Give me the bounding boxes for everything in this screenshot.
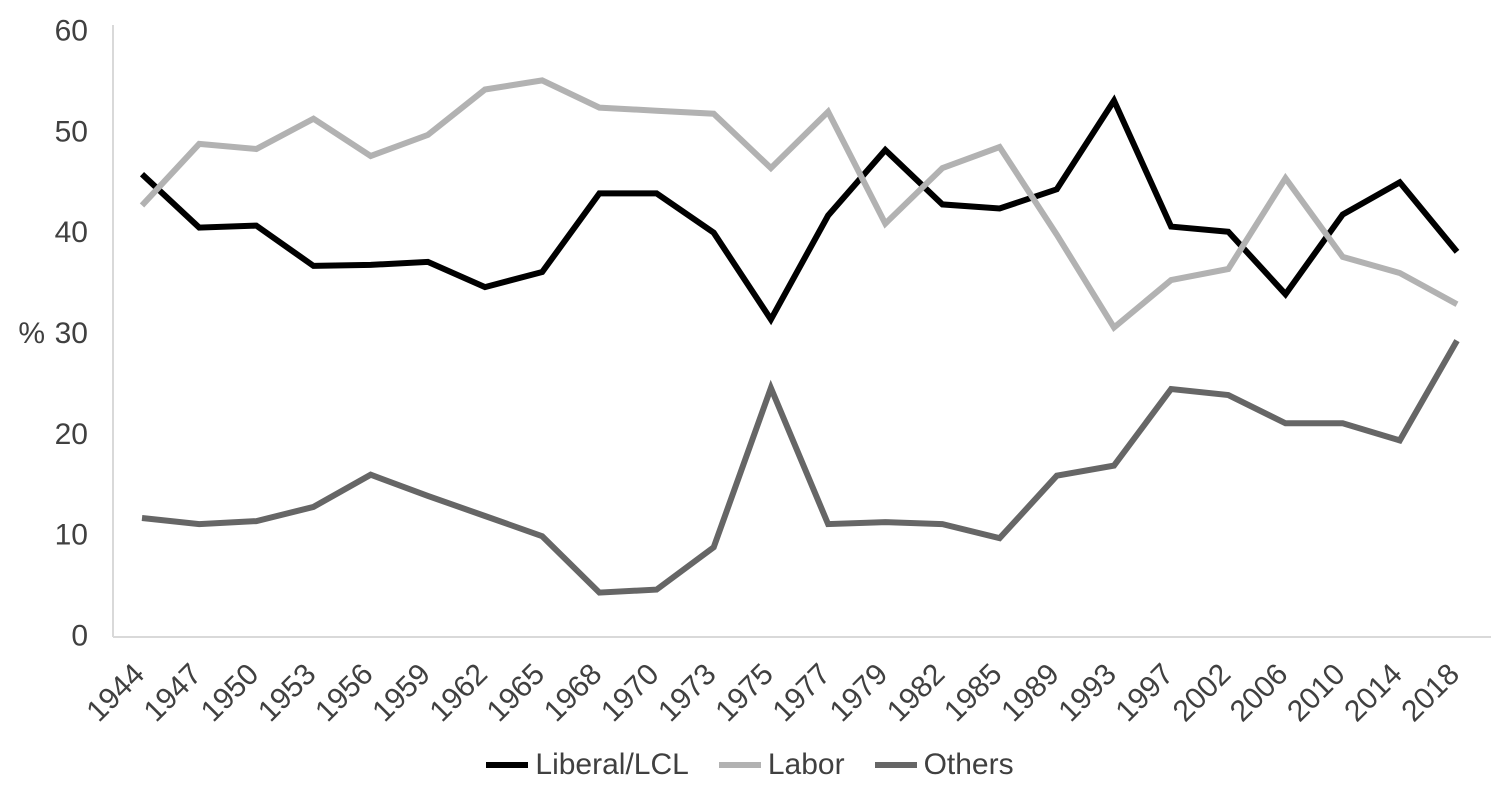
legend: Liberal/LCL Labor Others xyxy=(0,748,1500,781)
x-axis-tick-label: 2006 xyxy=(1224,658,1295,729)
y-axis-tick-label: 30 xyxy=(55,317,88,350)
x-axis-tick-label: 1975 xyxy=(709,658,780,729)
legend-label: Liberal/LCL xyxy=(535,748,689,781)
legend-item-others: Others xyxy=(874,748,1014,781)
legend-swatch-icon xyxy=(874,761,917,768)
legend-item-liberal-lcl: Liberal/LCL xyxy=(486,748,689,781)
series-line-others xyxy=(141,339,1460,596)
x-axis-tick-label: 1973 xyxy=(652,658,723,729)
x-axis-tick-label: 1985 xyxy=(938,658,1009,729)
y-axis-tick-label: 0 xyxy=(71,620,88,653)
x-axis-tick-label: 1947 xyxy=(138,658,209,729)
x-axis-tick-label: 1989 xyxy=(995,658,1066,729)
y-axis-tick-label: 60 xyxy=(55,15,88,48)
x-axis-tick-label: 1993 xyxy=(1052,658,1123,729)
legend-label: Others xyxy=(923,748,1014,781)
x-axis-tick-label: 2014 xyxy=(1338,658,1409,729)
x-axis-tick-label: 1968 xyxy=(538,658,609,729)
plot-area: 0102030405060%19441947195019531956195919… xyxy=(18,15,1491,729)
y-axis-tick-label: 50 xyxy=(55,115,88,148)
y-axis-tick-label: 10 xyxy=(55,519,88,552)
series-line-labor xyxy=(139,77,1459,333)
x-axis-tick-label: 1970 xyxy=(595,658,666,729)
legend-label: Labor xyxy=(767,748,845,781)
series-line-liberal-lcl xyxy=(139,94,1460,326)
x-axis-tick-label: 1953 xyxy=(252,658,323,729)
x-axis-tick-label: 1959 xyxy=(366,658,437,729)
x-axis-tick-label: 1944 xyxy=(80,658,151,729)
x-axis-tick-label: 1977 xyxy=(767,658,838,729)
x-axis-tick-label: 2018 xyxy=(1395,658,1466,729)
y-axis-tick-label: 20 xyxy=(55,418,88,451)
x-axis-tick-label: 2002 xyxy=(1167,658,1238,729)
y-axis-tick-label: 40 xyxy=(55,216,88,249)
x-axis-tick-label: 1965 xyxy=(481,658,552,729)
y-axis-unit-label: % xyxy=(18,317,45,350)
x-axis-tick-label: 1962 xyxy=(423,658,494,729)
x-axis-tick-label: 1956 xyxy=(309,658,380,729)
x-axis-tick-label: 2010 xyxy=(1281,658,1352,729)
x-axis-tick-label: 1997 xyxy=(1110,658,1181,729)
legend-swatch-icon xyxy=(718,761,761,768)
x-axis-tick-label: 1950 xyxy=(195,658,266,729)
x-axis-tick-label: 1982 xyxy=(881,658,952,729)
x-axis-tick-label: 1979 xyxy=(824,658,895,729)
legend-item-labor: Labor xyxy=(718,748,845,781)
legend-swatch-icon xyxy=(486,761,529,768)
